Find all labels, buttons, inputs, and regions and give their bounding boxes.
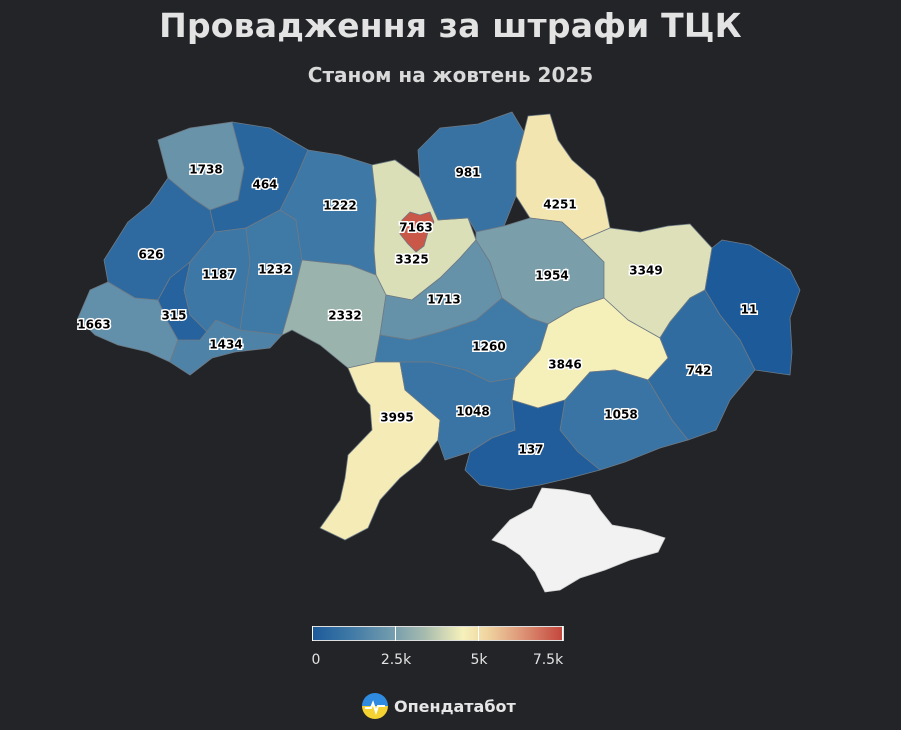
region-value-label: 1260 <box>472 340 505 354</box>
region-value-label: 1232 <box>258 263 291 277</box>
legend-label-2-5k: 2.5k <box>380 652 412 668</box>
region-value-label: 742 <box>686 364 711 378</box>
region-value-label: 137 <box>518 443 543 457</box>
region-value-label: 1222 <box>323 199 356 213</box>
map-subtitle: Станом на жовтень 2025 <box>307 63 594 87</box>
region-value-label: 1187 <box>202 268 235 282</box>
region-value-label: 1058 <box>604 408 637 422</box>
map-title: Провадження за штрафи ТЦК <box>159 6 742 45</box>
region-value-label: 11 <box>741 303 758 317</box>
region-value-label: 1713 <box>427 293 460 307</box>
region-value-label: 1954 <box>535 269 568 283</box>
region-1663[interactable] <box>77 281 179 363</box>
region-value-label: 464 <box>252 178 277 192</box>
legend-tick <box>562 626 563 641</box>
legend-label-5k: 5k <box>470 652 488 668</box>
region-value-label: 7163 <box>399 221 432 235</box>
legend-tick <box>478 626 479 641</box>
region-value-label: 1048 <box>456 405 489 419</box>
region-value-label: 3325 <box>395 253 428 267</box>
region-137[interactable] <box>464 399 601 491</box>
legend-label-7-5k: 7.5k <box>532 652 564 668</box>
crimea-region <box>491 487 666 593</box>
legend-tick <box>312 626 313 641</box>
region-value-label: 626 <box>138 248 163 262</box>
region-4251[interactable] <box>515 113 611 241</box>
region-value-label: 981 <box>455 166 480 180</box>
brand-footer[interactable]: Опендатабот <box>362 692 516 720</box>
color-scale-bar <box>312 626 564 641</box>
region-value-label: 2332 <box>328 309 361 323</box>
opendatabot-logo-icon <box>362 693 388 719</box>
region-value-label: 3349 <box>629 264 662 278</box>
region-value-label: 315 <box>161 309 186 323</box>
region-value-label: 3995 <box>380 411 413 425</box>
region-value-label: 3846 <box>548 358 581 372</box>
legend-tick <box>395 626 396 641</box>
region-value-label: 1434 <box>209 338 242 352</box>
region-7163[interactable] <box>399 211 435 253</box>
region-value-label: 1663 <box>77 318 110 332</box>
region-1434[interactable] <box>169 319 283 376</box>
region-value-label: 1738 <box>189 163 222 177</box>
brand-name: Опендатабот <box>394 696 516 716</box>
color-scale-legend <box>312 626 564 641</box>
region-value-label: 4251 <box>543 198 576 212</box>
legend-label-0: 0 <box>311 652 321 668</box>
